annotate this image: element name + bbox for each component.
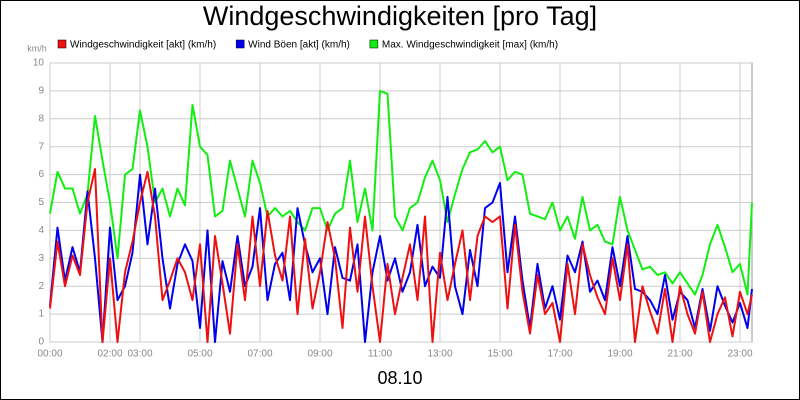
y-tick-label: 2	[38, 281, 44, 292]
x-tick-label: 11:00	[368, 349, 393, 360]
x-tick-label: 07:00	[247, 349, 272, 360]
series-line	[49, 89, 753, 296]
x-tick-label: 17:00	[547, 349, 572, 360]
y-tick-label: 4	[38, 225, 44, 236]
x-tick-label: 13:00	[427, 349, 452, 360]
x-tick-label: 15:00	[487, 349, 512, 360]
y-tick-label: 5	[38, 197, 44, 208]
legend-swatch	[57, 39, 67, 49]
y-tick-label: 9	[38, 86, 44, 97]
y-tick-label: 1	[38, 309, 44, 320]
y-tick-label: 3	[38, 253, 44, 264]
chart-title: Windgeschwindigkeiten [pro Tag]	[203, 1, 597, 31]
y-axis-label: km/h	[27, 43, 47, 53]
x-axis-label: 08.10	[377, 368, 422, 388]
y-tick-label: 6	[38, 169, 44, 180]
x-tick-label: 23:00	[727, 349, 752, 360]
y-tick-label: 7	[38, 141, 44, 152]
x-tick-label: 00:00	[37, 349, 62, 360]
legend-swatch	[235, 39, 245, 49]
legend-label: Max. Windgeschwindigkeit [max] (km/h)	[382, 40, 558, 51]
legend-label: Wind Böen [akt] (km/h)	[248, 40, 350, 51]
series-line	[49, 168, 753, 343]
y-tick-label: 8	[38, 113, 44, 124]
y-tick-label: 0	[38, 337, 44, 348]
x-tick-label: 02:00	[97, 349, 122, 360]
series-line	[49, 173, 753, 343]
legend-swatch	[369, 39, 379, 49]
y-tick-label: 10	[33, 58, 45, 69]
x-tick-label: 05:00	[187, 349, 212, 360]
x-tick-label: 09:00	[307, 349, 332, 360]
x-tick-label: 03:00	[127, 349, 152, 360]
x-tick-label: 21:00	[667, 349, 692, 360]
legend-label: Windgeschwindigkeit [akt] (km/h)	[70, 40, 216, 51]
x-tick-label: 19:00	[607, 349, 632, 360]
